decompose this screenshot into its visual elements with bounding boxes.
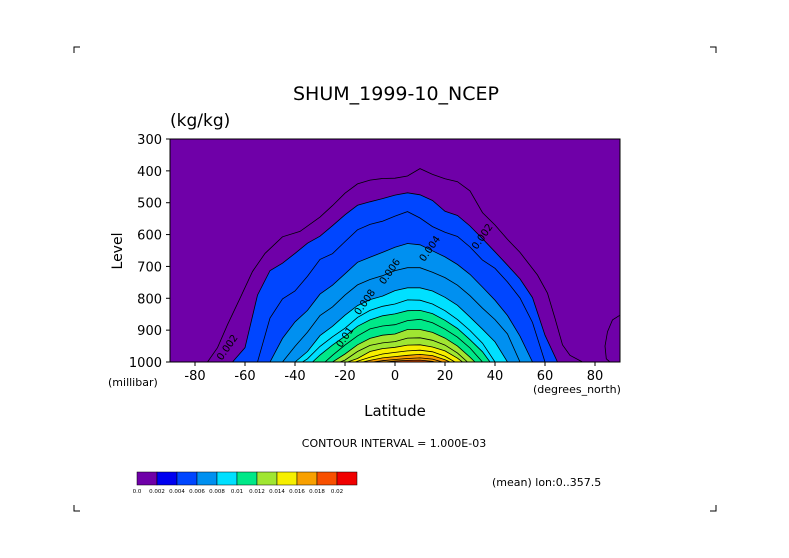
y-tick-label: 700 bbox=[137, 260, 162, 275]
x-tick-label: 0 bbox=[391, 369, 399, 384]
contour-line bbox=[282, 267, 521, 362]
colorbar-swatch bbox=[236, 471, 258, 486]
colorbar-swatch bbox=[316, 471, 338, 486]
colorbar-label: 0.014 bbox=[269, 489, 285, 495]
contour-line bbox=[332, 329, 476, 362]
colorbar-swatch bbox=[276, 471, 298, 486]
x-tick-label: -20 bbox=[334, 369, 355, 384]
contour-line bbox=[294, 287, 508, 362]
x-tick-label: -40 bbox=[284, 369, 305, 384]
contour-line bbox=[257, 211, 546, 362]
colorbar-swatch bbox=[256, 471, 278, 486]
colorbar-label: 0.002 bbox=[149, 489, 165, 495]
y-tick-label: 800 bbox=[137, 292, 162, 307]
colorbar-label: 0.018 bbox=[309, 489, 325, 495]
y-tick-label: 500 bbox=[137, 197, 162, 212]
colorbar-label: 0.02 bbox=[331, 489, 343, 495]
colorbar-label: 0.004 bbox=[169, 489, 185, 495]
x-tick-label: 40 bbox=[487, 369, 504, 384]
colorbar-label: 0.01 bbox=[231, 489, 243, 495]
contour-line bbox=[312, 309, 491, 362]
contour-line bbox=[339, 337, 468, 362]
chart-title: SHUM_1999-10_NCEP bbox=[293, 83, 499, 105]
y-tick-label: 900 bbox=[137, 324, 162, 339]
contour-line bbox=[347, 344, 463, 362]
colorbar-label: 0.006 bbox=[189, 489, 205, 495]
x-tick-label: -60 bbox=[234, 369, 255, 384]
colorbar: 0.0 0.002 0.004 0.006 0.008 0.01 0.012 0.014 0.0… bbox=[133, 471, 358, 495]
contour-line bbox=[362, 353, 451, 362]
contour-line bbox=[269, 243, 533, 362]
x-unit-label: (degrees_north) bbox=[533, 383, 621, 396]
y-tick-label: 300 bbox=[137, 133, 162, 148]
colorbar-label: 0.0 bbox=[133, 489, 142, 495]
x-tick-label: 20 bbox=[437, 369, 454, 384]
contour-line bbox=[324, 318, 483, 362]
colorbar-swatch bbox=[196, 471, 218, 486]
x-tick-label: -80 bbox=[184, 369, 205, 384]
y-unit-label: (millibar) bbox=[108, 376, 158, 389]
colorbar-label: 0.016 bbox=[289, 489, 305, 495]
colorbar-swatch bbox=[156, 471, 178, 486]
colorbar-label: 0.008 bbox=[209, 489, 225, 495]
colorbar-label: 0.012 bbox=[249, 489, 265, 495]
y-tick-label: 600 bbox=[137, 229, 162, 244]
y-tick-label: 1000 bbox=[129, 356, 162, 371]
contour-interval-text: CONTOUR INTERVAL = 1.000E-03 bbox=[302, 437, 486, 450]
colorbar-swatch bbox=[136, 471, 158, 486]
units-label: (kg/kg) bbox=[170, 111, 230, 131]
contour-line bbox=[354, 349, 456, 362]
colorbar-swatch bbox=[216, 471, 238, 486]
x-tick-label: 60 bbox=[537, 369, 554, 384]
x-axis-ticks: -80 -60 -40 -20 0 20 40 60 80 bbox=[184, 362, 603, 384]
contour-line bbox=[302, 299, 496, 362]
y-tick-label: 400 bbox=[137, 165, 162, 180]
colorbar-swatch bbox=[296, 471, 318, 486]
contour-line bbox=[207, 168, 583, 362]
y-axis-ticks: 300 400 500 600 700 800 900 1000 bbox=[129, 133, 170, 371]
colorbar-swatch bbox=[176, 471, 198, 486]
x-axis-label: Latitude bbox=[364, 402, 426, 420]
colorbar-swatch bbox=[336, 471, 358, 486]
corner-marks bbox=[73, 46, 717, 512]
x-tick-label: 80 bbox=[587, 369, 604, 384]
y-axis-label: Level bbox=[110, 233, 126, 270]
contour-line bbox=[232, 192, 558, 362]
contour-line bbox=[604, 314, 620, 362]
footer-text: (mean) lon:0..357.5 bbox=[492, 476, 601, 489]
contour-line bbox=[372, 357, 443, 362]
